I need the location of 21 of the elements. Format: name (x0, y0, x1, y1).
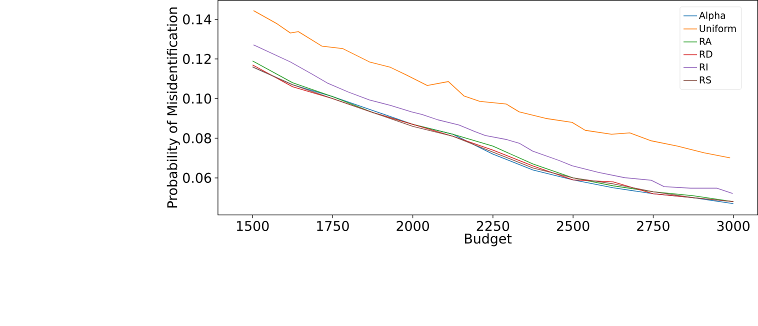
x-tick-label: 1750 (317, 220, 349, 232)
legend-label: RS (700, 76, 712, 84)
legend-label: Uniform (700, 24, 736, 32)
y-tick-label: 0.06 (183, 172, 212, 183)
legend-label: RI (700, 64, 708, 70)
x-axis-title: Budget (465, 233, 512, 246)
x-tick-label: 2000 (396, 220, 429, 232)
x-tick-label: 3000 (717, 220, 750, 232)
x-tick-label: 2500 (556, 220, 590, 232)
y-tick-label: 0.12 (183, 54, 211, 64)
y-axis-title: Probability of Misidentification (166, 8, 180, 208)
legend-label: RA (700, 38, 712, 45)
line-series (253, 44, 734, 194)
x-tick-label: 2250 (476, 220, 510, 232)
x-tick-label: 2750 (637, 220, 670, 232)
y-tick-label: 0.08 (183, 133, 212, 144)
x-tick-label: 1500 (236, 220, 269, 232)
y-tick-label: 0.10 (183, 94, 212, 104)
legend-label: Alpha (699, 12, 726, 21)
y-tick-label: 0.14 (183, 14, 212, 24)
legend-label: RD (700, 50, 712, 58)
